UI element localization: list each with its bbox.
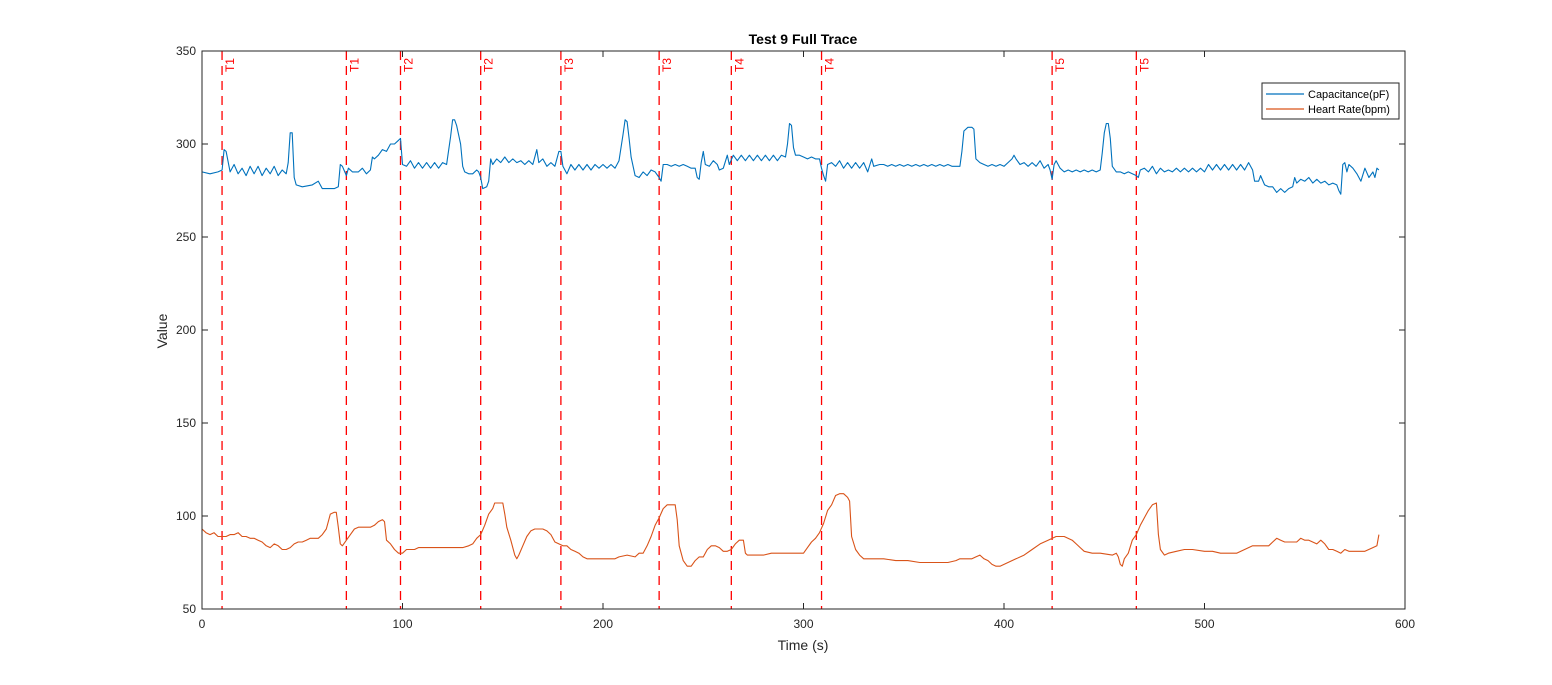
x-tick-label: 400 bbox=[994, 617, 1014, 631]
y-tick-label: 100 bbox=[176, 509, 196, 523]
y-axis-label: Value bbox=[154, 313, 170, 348]
x-tick-label: 300 bbox=[793, 617, 813, 631]
legend-entry: Heart Rate(bpm) bbox=[1308, 104, 1390, 116]
marker-label: T2 bbox=[482, 58, 496, 72]
marker-layer: T1 T1 T2 T2 T3 T3 T4 T4 T5 T5 bbox=[221, 51, 1151, 609]
series-layer bbox=[201, 119, 1380, 567]
x-tick-label: 600 bbox=[1395, 617, 1415, 631]
y-tick-label: 250 bbox=[176, 230, 196, 244]
marker-label: T1 bbox=[347, 58, 361, 72]
marker-label: T5 bbox=[1137, 58, 1151, 72]
y-tick-label: 200 bbox=[176, 323, 196, 337]
x-tick-label: 200 bbox=[593, 617, 613, 631]
x-tick-label: 0 bbox=[199, 617, 206, 631]
y-tick-label: 300 bbox=[176, 137, 196, 151]
marker-label: T3 bbox=[562, 58, 576, 72]
marker-label: T4 bbox=[823, 58, 837, 72]
y-tick-label: 350 bbox=[176, 44, 196, 58]
x-tick-label: 100 bbox=[392, 617, 412, 631]
marker-label: T1 bbox=[223, 58, 237, 72]
legend-box bbox=[1261, 82, 1400, 120]
legend: Capacitance(pF) Heart Rate(bpm) bbox=[1261, 82, 1400, 120]
marker-label: T5 bbox=[1053, 58, 1067, 72]
capacitance-line bbox=[201, 119, 1380, 195]
y-tick-label: 50 bbox=[183, 602, 197, 616]
marker-label: T3 bbox=[660, 58, 674, 72]
x-tick-label: 500 bbox=[1194, 617, 1214, 631]
marker-label: T2 bbox=[401, 58, 415, 72]
legend-entry: Capacitance(pF) bbox=[1308, 89, 1389, 101]
chart-title: Test 9 Full Trace bbox=[749, 31, 858, 47]
x-axis-label: Time (s) bbox=[778, 637, 829, 653]
marker-label: T4 bbox=[732, 58, 746, 72]
axes-layer: 0 100 200 300 400 500 600 50 100 150 200 250 300 350 bbox=[176, 44, 1415, 631]
heart-rate-line bbox=[201, 493, 1380, 567]
y-tick-label: 150 bbox=[176, 416, 196, 430]
